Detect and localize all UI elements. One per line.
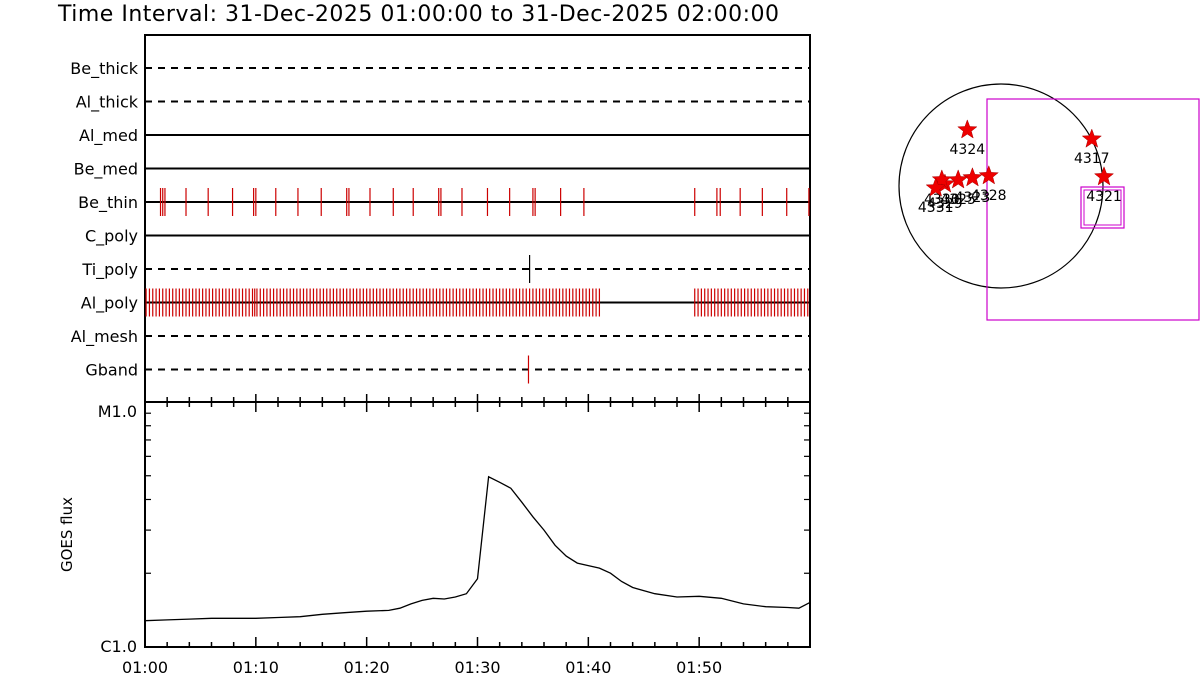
goes-frame <box>144 401 811 648</box>
y-axis-label: GOES flux <box>58 497 76 572</box>
region-label: 4317 <box>1074 151 1110 167</box>
region-star <box>978 165 999 185</box>
row-label-c-poly: C_poly <box>85 227 138 247</box>
row-label-be-thick: Be_thick <box>70 59 138 79</box>
region-star <box>925 177 946 197</box>
goes-flux-chart: C1.0 M1.0 GOES flux 01:00 01:10 01:20 01:30 01:… <box>58 401 811 677</box>
x-tick-label: 01:40 <box>565 658 611 677</box>
row-label-gband: Gband <box>85 361 138 380</box>
region-star <box>947 169 969 189</box>
region-label: 4323 <box>955 190 991 206</box>
solar-limb <box>898 83 1104 289</box>
timeline-frame <box>144 34 811 403</box>
goes-flux-line <box>144 475 811 622</box>
row-label-al-med: Al_med <box>79 126 138 146</box>
row-label-al-mesh: Al_mesh <box>71 327 138 347</box>
region-star <box>931 169 953 189</box>
row-label-al-poly: Al_poly <box>81 294 138 314</box>
x-tick-label: 01:00 <box>122 658 168 677</box>
region-star <box>957 119 978 139</box>
y-tick-label-m1: M1.0 <box>98 402 137 421</box>
fov-box-small <box>1080 186 1125 229</box>
fov-box-large <box>986 98 1200 321</box>
region-label: 4329 <box>927 196 963 212</box>
row-label-be-thin: Be_thin <box>78 193 138 213</box>
region-star <box>1081 128 1102 148</box>
fov-box-inner <box>1083 189 1122 226</box>
y-tick-label-c1: C1.0 <box>100 637 137 656</box>
instrument-timeline: Be_thick Al_thick Al_med Be_med Be_thin C_pol… <box>70 34 811 403</box>
region-label: 4330 <box>924 192 960 208</box>
region-label: 4324 <box>950 142 986 158</box>
row-label-al-thick: Al_thick <box>76 93 139 113</box>
region-label: 4328 <box>971 188 1007 204</box>
region-star <box>962 167 983 187</box>
x-tick-label: 01:20 <box>344 658 390 677</box>
x-tick-label: 01:30 <box>454 658 500 677</box>
region-label: 4321 <box>1086 189 1122 205</box>
row-label-be-med: Be_med <box>74 160 138 180</box>
region-label: 4331 <box>918 200 954 216</box>
row-label-ti-poly: Ti_poly <box>81 260 138 280</box>
region-label: 4325 <box>940 192 976 208</box>
x-tick-label: 01:50 <box>676 658 722 677</box>
x-tick-label: 01:10 <box>233 658 279 677</box>
time-interval-title: Time Interval: 31-Dec-2025 01:00:00 to 3… <box>58 2 780 27</box>
region-star <box>1093 166 1115 186</box>
